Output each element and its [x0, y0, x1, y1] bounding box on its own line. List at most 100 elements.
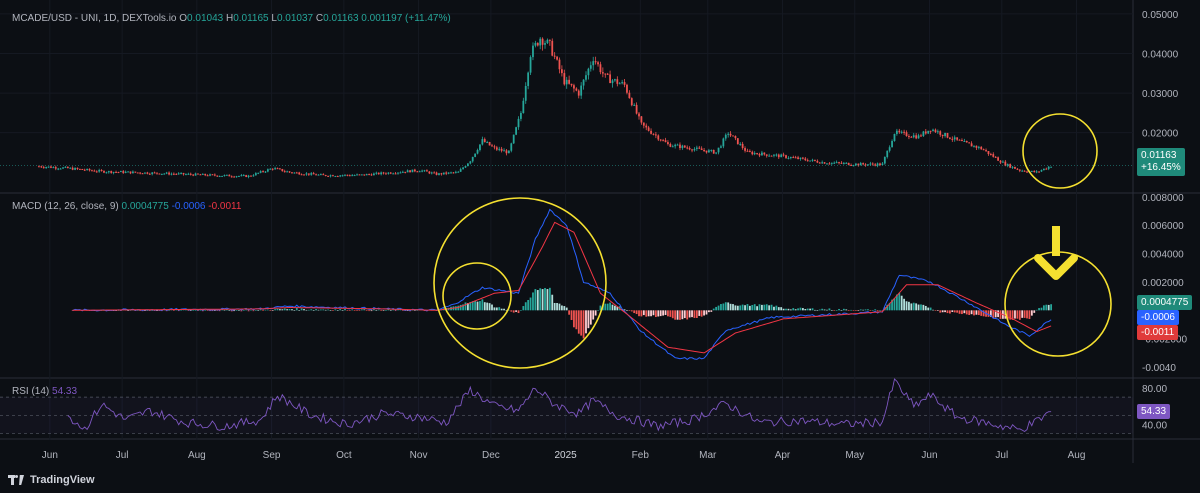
candle-body	[276, 168, 279, 170]
candle-body	[691, 149, 693, 151]
macd-histogram-bar	[956, 310, 959, 313]
macd-histogram-bar	[874, 309, 877, 311]
candle	[346, 174, 349, 177]
candle	[869, 161, 872, 166]
candle-body	[500, 148, 503, 151]
x-tick-label: May	[845, 450, 864, 461]
candle	[462, 166, 464, 170]
candle-body	[703, 150, 705, 152]
candle	[247, 174, 250, 179]
macd-histogram-bar	[529, 297, 532, 311]
candle-body	[507, 150, 510, 154]
candle-body	[168, 172, 170, 175]
candle	[83, 168, 86, 172]
macd-histogram-bar	[1030, 310, 1033, 316]
candle	[1033, 170, 1036, 173]
macd-histogram-bar	[626, 310, 628, 311]
candle-body	[835, 162, 838, 164]
macd-histogram-bar	[912, 302, 915, 311]
candle-body	[1016, 168, 1019, 170]
candle	[529, 55, 532, 76]
candle-body	[42, 167, 45, 169]
candle-body	[206, 175, 209, 177]
candle	[360, 174, 363, 176]
candle-body	[153, 172, 156, 174]
candle	[1009, 163, 1012, 169]
candle-body	[659, 139, 662, 141]
candle	[679, 142, 681, 151]
candle	[623, 79, 626, 88]
candle	[507, 150, 510, 154]
candle	[893, 133, 896, 142]
macd-histogram-bar	[859, 309, 862, 311]
candle-body	[481, 139, 484, 145]
macd-histogram-bar	[370, 310, 373, 312]
candle	[459, 167, 462, 172]
candle-body	[686, 147, 689, 149]
macd-histogram-bar	[401, 310, 404, 311]
candle	[932, 128, 934, 132]
candle	[720, 144, 722, 149]
candle-body	[491, 145, 493, 147]
macd-histogram-bar	[657, 310, 660, 317]
candle	[474, 153, 477, 158]
candle	[221, 175, 223, 177]
macd-histogram-bar	[226, 309, 228, 311]
candle	[365, 173, 368, 176]
candle	[450, 171, 452, 174]
candle-body	[527, 72, 530, 86]
candle	[929, 130, 932, 134]
candle-body	[442, 172, 445, 175]
candle	[775, 153, 778, 157]
candle	[363, 174, 366, 176]
macd-histogram-bar	[693, 310, 696, 318]
candle	[640, 115, 643, 125]
candle	[399, 171, 402, 174]
candle	[770, 155, 773, 157]
macd-histogram-bar	[681, 310, 684, 320]
macd-tick-label: 0.002000	[1142, 278, 1184, 289]
macd-histogram-bar	[334, 309, 337, 311]
candle	[920, 133, 922, 138]
candle	[527, 71, 530, 90]
candle-body	[664, 140, 667, 143]
candle	[315, 173, 317, 176]
candle	[592, 56, 595, 71]
candle	[756, 152, 758, 155]
candle	[213, 173, 216, 177]
candle-body	[450, 172, 452, 174]
macd-histogram-bar	[946, 310, 949, 314]
candle-body	[1021, 170, 1024, 172]
macd-histogram-bar	[638, 310, 640, 317]
macd-histogram-bar	[416, 310, 419, 311]
candle-body	[271, 168, 274, 170]
macd-histogram-bar	[898, 292, 901, 311]
candle-body	[300, 174, 303, 176]
candle	[741, 141, 744, 150]
candle-body	[88, 168, 91, 171]
rsi-value: 54.33	[52, 386, 78, 397]
candle	[626, 83, 628, 95]
tradingview-logo[interactable]: TradingView	[8, 474, 95, 486]
candle-body	[505, 150, 508, 154]
candle	[724, 133, 727, 141]
candle-body	[105, 172, 108, 174]
yellow-circle-macd-nov-dec	[433, 197, 607, 369]
macd-histogram-bar	[695, 310, 698, 318]
candle	[493, 144, 496, 150]
candle-body	[645, 125, 648, 128]
candle-body	[842, 162, 845, 164]
macd-label: MACD (12, 26, close, 9)	[12, 201, 119, 212]
macd-histogram-bar	[315, 309, 317, 311]
candle	[411, 169, 414, 173]
candle-body	[857, 163, 860, 166]
macd-histogram-bar	[305, 309, 308, 311]
macd-histogram-bar	[469, 301, 472, 311]
candle	[705, 150, 708, 154]
candle	[45, 166, 48, 170]
candle	[281, 168, 284, 172]
candle	[457, 170, 460, 173]
candle	[132, 170, 134, 174]
macd-histogram-bar	[553, 302, 556, 311]
